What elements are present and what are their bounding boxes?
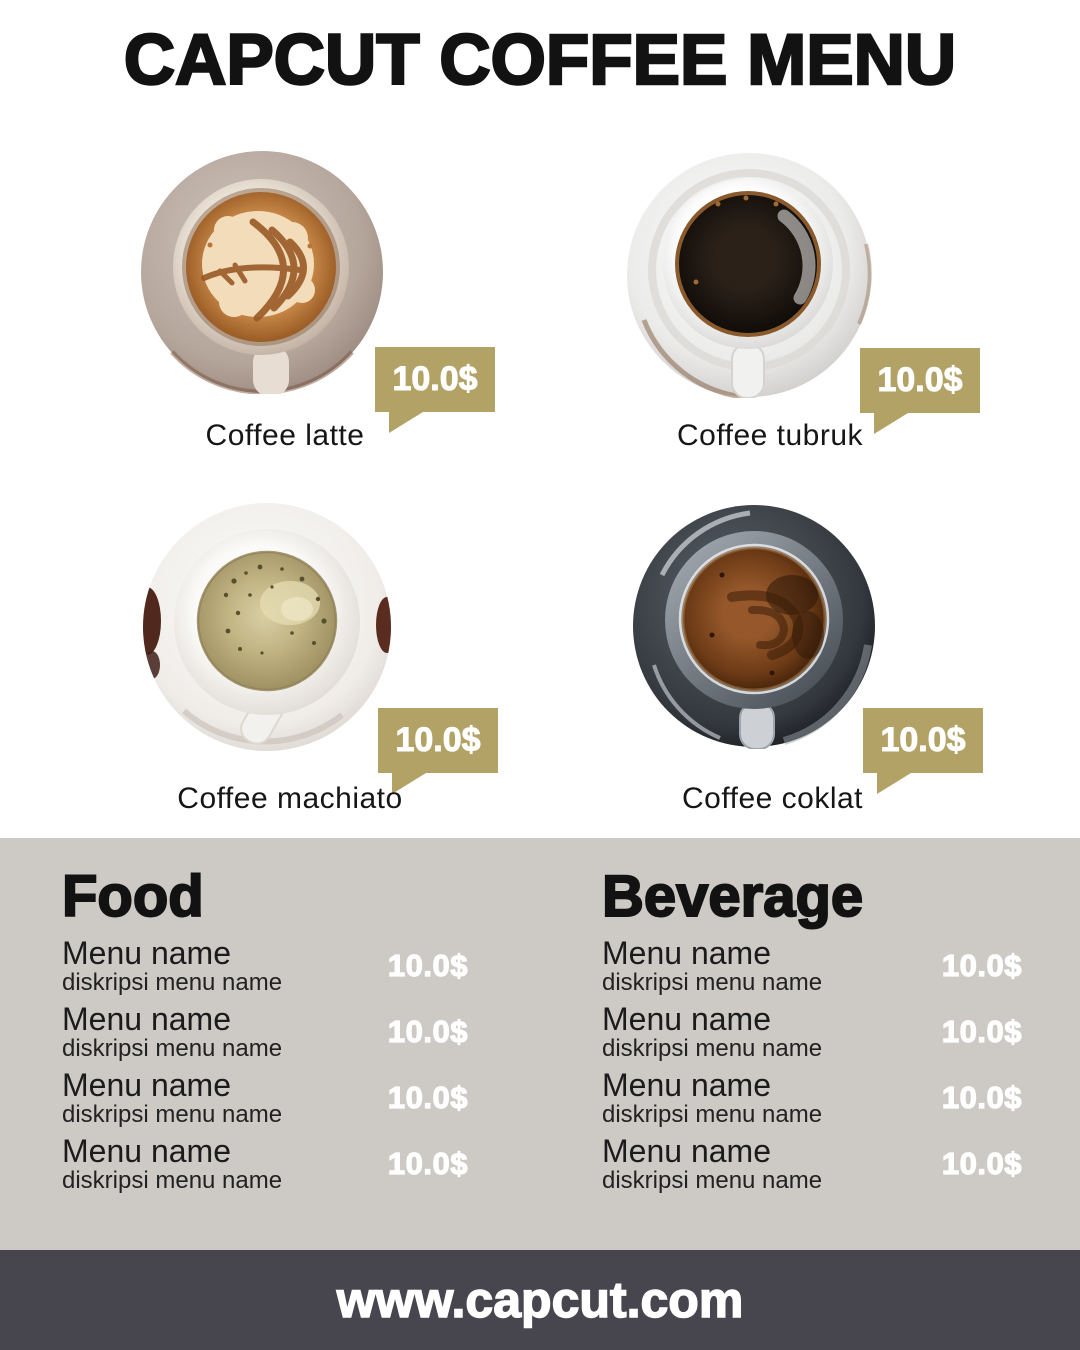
menu-item-text: Menu name diskripsi menu name: [62, 1134, 282, 1194]
price-tag-bubble: 10.0$: [378, 708, 498, 794]
product-name: Coffee coklat: [681, 782, 864, 815]
menu-item-name: Menu name: [602, 935, 771, 971]
price-label: 10.0$: [395, 721, 481, 760]
menu-panel: Food Menu name diskripsi menu name 10.0$…: [0, 838, 1080, 1250]
price-tag-bubble: 10.0$: [375, 347, 495, 433]
website-url: www.capcut.com: [336, 1271, 744, 1329]
section-title-beverage: Beverage: [601, 863, 864, 930]
menu-item: Menu name diskripsi menu name 10.0$: [62, 1002, 468, 1062]
menu-section-beverage: Beverage Menu name diskripsi menu name 1…: [601, 863, 1022, 1200]
menu-item-name: Menu name: [602, 1067, 771, 1103]
menu-item-description: diskripsi menu name: [62, 969, 283, 996]
menu-item-name: Menu name: [602, 1133, 771, 1169]
menu-item-price: 10.0$: [387, 1013, 468, 1049]
menu-item-name: Menu name: [62, 935, 231, 971]
black-coffee-image: [627, 153, 872, 398]
menu-item-price: 10.0$: [941, 1145, 1022, 1181]
product-name: Coffee tubruk: [676, 419, 864, 452]
footer-bar: www.capcut.com: [0, 1250, 1080, 1350]
price-label: 10.0$: [877, 361, 963, 400]
menu-item-name: Menu name: [62, 1001, 231, 1037]
menu-item: Menu name diskripsi menu name 10.0$: [602, 936, 1022, 996]
menu-item: Menu name diskripsi menu name 10.0$: [62, 1068, 468, 1128]
menu-item-text: Menu name diskripsi menu name: [602, 1002, 822, 1062]
menu-item: Menu name diskripsi menu name 10.0$: [62, 936, 468, 996]
menu-item-price: 10.0$: [387, 1079, 468, 1115]
menu-item-name: Menu name: [62, 1133, 231, 1169]
price-tag-bubble: 10.0$: [863, 708, 983, 794]
menu-item-price: 10.0$: [941, 1013, 1022, 1049]
menu-item-price: 10.0$: [387, 947, 468, 983]
product-card-latte: 10.0$ Coffee latte: [110, 140, 580, 480]
menu-section-food: Food Menu name diskripsi menu name 10.0$…: [61, 863, 468, 1200]
macchiato-coffee-image: [143, 503, 391, 751]
menu-item-name: Menu name: [602, 1001, 771, 1037]
menu-item-text: Menu name diskripsi menu name: [62, 1002, 282, 1062]
menu-item-text: Menu name diskripsi menu name: [602, 1068, 822, 1128]
menu-item-description: diskripsi menu name: [62, 1035, 283, 1062]
product-card-coklat: 10.0$ Coffee coklat: [600, 492, 1070, 832]
latte-coffee-image: [141, 151, 383, 394]
menu-item-price: 10.0$: [387, 1145, 468, 1181]
price-label: 10.0$: [392, 360, 478, 399]
menu-item-text: Menu name diskripsi menu name: [602, 936, 822, 996]
menu-item: Menu name diskripsi menu name 10.0$: [602, 1134, 1022, 1194]
product-name: Coffee latte: [205, 419, 365, 452]
price-label: 10.0$: [880, 721, 966, 760]
menu-item-description: diskripsi menu name: [62, 1167, 283, 1194]
menu-item-description: diskripsi menu name: [62, 1101, 283, 1128]
price-tag-bubble: 10.0$: [860, 348, 980, 434]
page-title: CAPCUT COFFEE MENU: [123, 21, 958, 100]
product-name: Coffee machiato: [177, 782, 403, 815]
product-card-machiato: 10.0$ Coffee machiato: [110, 492, 580, 832]
menu-item-name: Menu name: [62, 1067, 231, 1103]
menu-item: Menu name diskripsi menu name 10.0$: [602, 1002, 1022, 1062]
menu-item-text: Menu name diskripsi menu name: [62, 936, 282, 996]
product-card-tubruk: 10.0$ Coffee tubruk: [600, 140, 1070, 480]
menu-item-text: Menu name diskripsi menu name: [62, 1068, 282, 1128]
chocolate-coffee-image: [633, 505, 875, 749]
menu-item: Menu name diskripsi menu name 10.0$: [62, 1134, 468, 1194]
section-title-food: Food: [61, 863, 205, 930]
menu-item-description: diskripsi menu name: [602, 969, 823, 996]
menu-item-price: 10.0$: [941, 947, 1022, 983]
menu-item-description: diskripsi menu name: [602, 1167, 823, 1194]
menu-item-description: diskripsi menu name: [602, 1101, 823, 1128]
menu-item-text: Menu name diskripsi menu name: [602, 1134, 822, 1194]
menu-item: Menu name diskripsi menu name 10.0$: [602, 1068, 1022, 1128]
menu-item-price: 10.0$: [941, 1079, 1022, 1115]
menu-item-description: diskripsi menu name: [602, 1035, 823, 1062]
